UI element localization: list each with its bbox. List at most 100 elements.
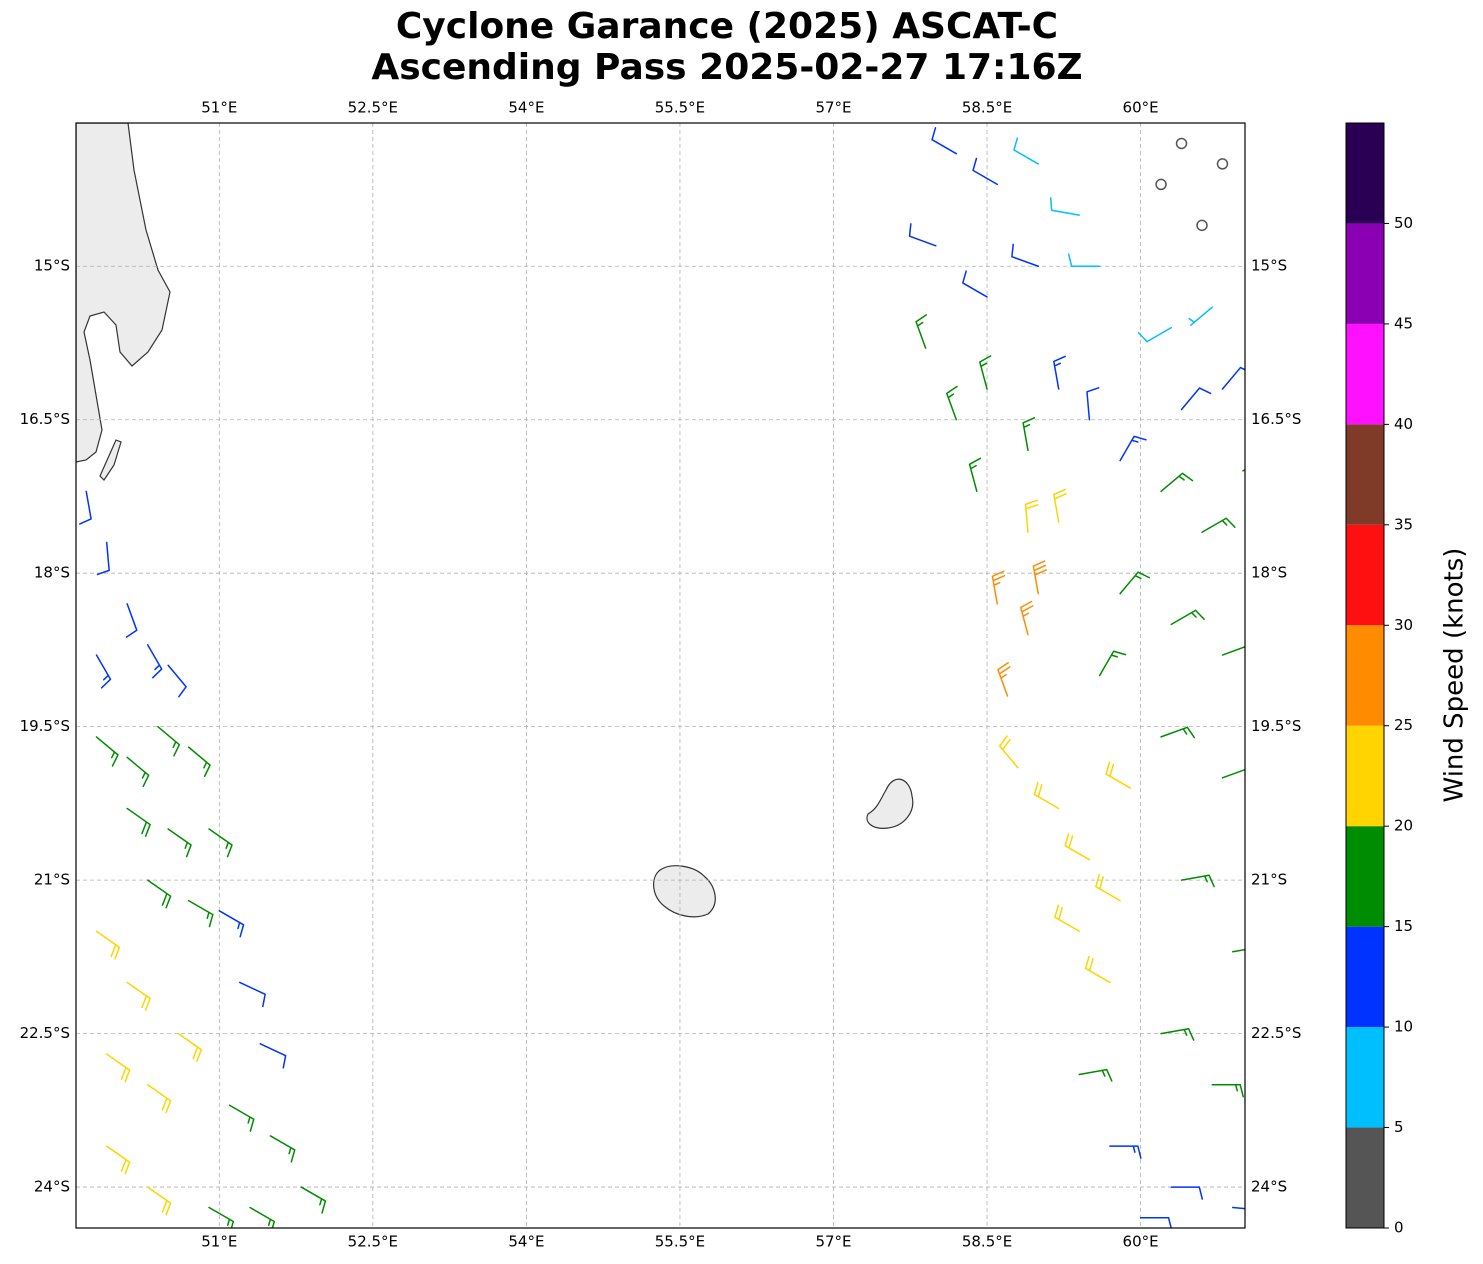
wind-barb [1231, 948, 1245, 953]
title-line-1: Cyclone Garance (2025) ASCAT-C [396, 6, 1058, 47]
x-tick-label-top: 57°E [815, 99, 851, 117]
colorbar-segment [1346, 123, 1384, 224]
wind-barb [1170, 609, 1205, 626]
wind-barb [962, 270, 988, 298]
title-line-2: Ascending Pass 2025-02-27 17:16Z [371, 47, 1082, 88]
colorbar-tick-label: 0 [1394, 1219, 1404, 1237]
colorbar-tick-label: 5 [1394, 1118, 1404, 1136]
colorbar-tick-label: 45 [1394, 314, 1413, 332]
wind-barb [1119, 571, 1150, 595]
map-background [76, 123, 1245, 1228]
colorbar-segment [1346, 1127, 1384, 1228]
axis-layer: 51°E 51°E 52.5°E 52.5°E 54°E 54°E 55.5°E 55.5°E… [20, 99, 1302, 1251]
wind-barb [1180, 874, 1215, 888]
colorbar: 0 5 10 15 20 25 30 35 40 45 50 [1345, 122, 1413, 1237]
wind-barb [1053, 488, 1067, 523]
madagascar [76, 123, 171, 463]
wind-barb [187, 899, 214, 928]
wind-barb [999, 735, 1019, 769]
y-tick-label-left: 18°S [34, 564, 70, 582]
colorbar-tick-label: 15 [1394, 917, 1413, 935]
barb-layer [79, 127, 1245, 1228]
wind-barb [1095, 873, 1121, 902]
wind-barb [167, 664, 187, 698]
y-tick-label-right: 19.5°S [1251, 717, 1301, 735]
x-tick-label-bottom: 58.5°E [962, 1233, 1012, 1251]
wind-barb [105, 1145, 131, 1175]
x-tick-label-top: 58.5°E [962, 99, 1012, 117]
x-tick-label-top: 52.5°E [348, 99, 398, 117]
wind-barb [1086, 387, 1100, 421]
wind-barb [1180, 387, 1212, 411]
wind-barb [1032, 560, 1047, 595]
wind-barb [1078, 1068, 1113, 1082]
colorbar-tick-label: 20 [1394, 817, 1413, 835]
y-tick-label-left: 24°S [34, 1178, 70, 1196]
wind-barb [146, 1084, 172, 1114]
wind-barb [187, 746, 211, 777]
wind-barb [968, 457, 982, 493]
colorbar-tick-label: 50 [1394, 214, 1413, 232]
grid-layer [76, 123, 1245, 1228]
madagascar-islet [99, 439, 122, 481]
wind-barb [1019, 600, 1034, 636]
wind-barb [1053, 355, 1066, 390]
wind-barb [167, 828, 192, 858]
wind-barb [1137, 326, 1173, 343]
wind-barb [1049, 197, 1080, 216]
wind-barb [1109, 1145, 1142, 1159]
wind-barb [125, 603, 138, 638]
wind-barb [1242, 468, 1245, 472]
wind-barb [208, 828, 233, 858]
colorbar-segment [1346, 524, 1384, 626]
wind-barb [1013, 137, 1039, 165]
mauritius-island [866, 778, 914, 829]
x-tick-label-bottom: 60°E [1123, 1233, 1159, 1251]
x-tick-label-bottom: 55.5°E [655, 1233, 705, 1251]
wind-barb [1067, 253, 1101, 267]
colorbar-label: Wind Speed (knots) [1440, 548, 1470, 803]
wind-barb [126, 807, 151, 837]
wind-barb [979, 355, 992, 390]
wind-barb [1105, 761, 1132, 789]
wind-barb [228, 1104, 255, 1132]
y-tick-label-right: 15°S [1251, 257, 1287, 275]
y-tick-label-left: 21°S [34, 871, 70, 889]
map-frame [75, 122, 1246, 1229]
wind-barb [1160, 472, 1194, 493]
x-tick-label-top: 51°E [201, 99, 237, 117]
y-tick-label-left: 16.5°S [20, 410, 70, 428]
x-tick-label-bottom: 52.5°E [348, 1233, 398, 1251]
wind-barb [1011, 243, 1039, 267]
wind-barb [1022, 417, 1036, 452]
x-tick-label-top: 60°E [1123, 99, 1159, 117]
wind-barb [146, 879, 172, 909]
wind-barb [908, 223, 937, 247]
x-tick-label-top: 55.5°E [655, 99, 705, 117]
wind-barb [300, 1186, 327, 1214]
colorbar-segment [1346, 725, 1384, 827]
wind-barb [239, 981, 266, 1008]
wind-barb [1160, 1027, 1195, 1041]
wind-barb [269, 1135, 296, 1163]
colorbar-segment [1346, 1027, 1384, 1128]
wind-barb [146, 644, 163, 679]
colorbar-segment [1346, 625, 1384, 726]
y-tick-label-right: 16.5°S [1251, 410, 1301, 428]
calm-barb [1155, 178, 1167, 191]
wind-barb [1170, 1186, 1204, 1200]
wind-barb [126, 756, 150, 788]
y-tick-label-right: 24°S [1251, 1178, 1287, 1196]
reunion-island [653, 865, 716, 918]
colorbar-tick-label: 30 [1394, 616, 1413, 634]
wind-barb [1024, 499, 1039, 534]
colorbar-segment [1346, 223, 1384, 324]
colorbar-tick-label: 40 [1394, 415, 1413, 433]
wind-barb [1188, 306, 1213, 326]
calm-barb [1216, 158, 1229, 170]
wind-barb [95, 654, 112, 689]
wind-barb [126, 981, 151, 1011]
wind-barb [931, 127, 958, 155]
y-tick-label-right: 22.5°S [1251, 1024, 1301, 1042]
